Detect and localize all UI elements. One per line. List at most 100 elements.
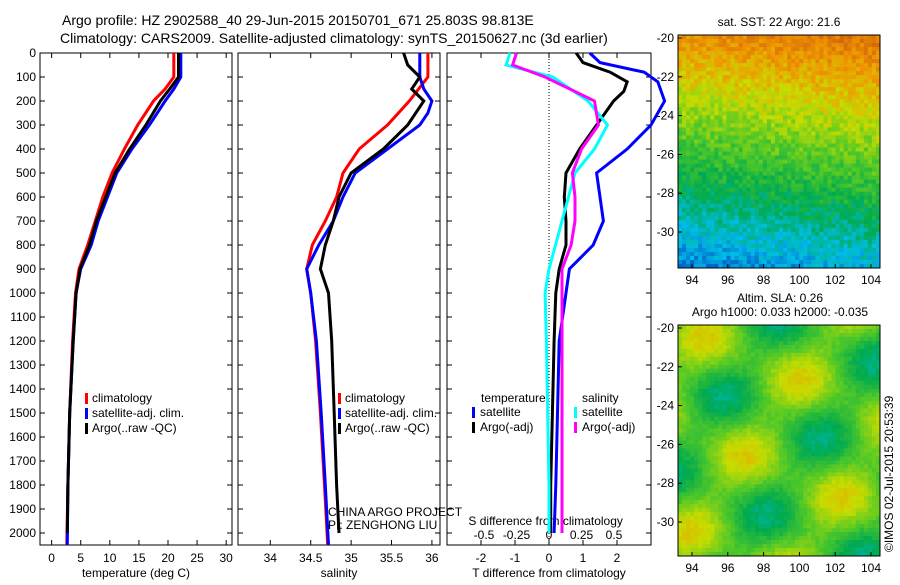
heatmap-cell — [759, 111, 764, 116]
heatmap-cell — [852, 79, 857, 84]
heatmap-cell — [832, 139, 837, 144]
heatmap-cell — [755, 413, 760, 417]
heatmap-cell — [815, 256, 820, 261]
heatmap-cell — [827, 47, 832, 52]
heatmap-cell — [791, 389, 796, 393]
heatmap-cell — [868, 393, 873, 397]
heatmap-cell — [807, 325, 812, 329]
heatmap-cell — [739, 381, 744, 385]
heatmap-cell — [755, 248, 760, 253]
heatmap-cell — [864, 397, 869, 401]
heatmap-cell — [864, 204, 869, 209]
heatmap-cell — [787, 35, 792, 40]
heatmap-cell — [710, 357, 715, 361]
heatmap-cell — [722, 83, 727, 88]
heatmap-cell — [836, 365, 841, 369]
heatmap-cell — [743, 252, 748, 257]
heatmap-cell — [815, 139, 820, 144]
heatmap-cell — [747, 51, 752, 56]
heatmap-cell — [706, 429, 711, 433]
heatmap-cell — [718, 188, 723, 193]
heatmap-cell — [872, 228, 877, 233]
heatmap-cell — [832, 200, 837, 205]
heatmap-cell — [811, 345, 816, 349]
heatmap-cell — [710, 421, 715, 425]
heatmap-cell — [751, 160, 756, 165]
heatmap-cell — [722, 441, 727, 445]
heatmap-cell — [860, 59, 865, 64]
heatmap-cell — [860, 43, 865, 48]
heatmap-cell — [682, 127, 687, 132]
heatmap-cell — [807, 79, 812, 84]
heatmap-cell — [832, 413, 837, 417]
heatmap-cell — [739, 107, 744, 112]
heatmap-cell — [771, 79, 776, 84]
heatmap-cell — [848, 397, 853, 401]
heatmap-cell — [771, 433, 776, 437]
heatmap-cell — [819, 240, 824, 245]
heatmap-cell — [767, 139, 772, 144]
heatmap-cell — [690, 256, 695, 261]
heatmap-cell — [763, 337, 768, 341]
heatmap-cell — [726, 369, 731, 373]
heatmap-cell — [827, 337, 832, 341]
heatmap-cell — [735, 184, 740, 189]
heatmap-cell — [698, 67, 703, 72]
heatmap-cell — [767, 433, 772, 437]
heatmap-cell — [731, 47, 736, 52]
heatmap-cell — [860, 67, 865, 72]
heatmap-cell — [791, 464, 796, 468]
heatmap-cell — [807, 147, 812, 152]
heatmap-cell — [735, 164, 740, 169]
heatmap-cell — [832, 192, 837, 197]
heatmap-cell — [787, 51, 792, 56]
heatmap-cell — [775, 401, 780, 405]
heatmap-cell — [868, 397, 873, 401]
heatmap-cell — [759, 397, 764, 401]
heatmap-cell — [751, 143, 756, 148]
heatmap-cell — [755, 377, 760, 381]
heatmap-cell — [743, 433, 748, 437]
heatmap-cell — [694, 389, 699, 393]
heatmap-cell — [844, 59, 849, 64]
heatmap-cell — [775, 160, 780, 165]
heatmap-cell — [844, 377, 849, 381]
heatmap-cell — [775, 71, 780, 76]
heatmap-cell — [682, 59, 687, 64]
heatmap-cell — [726, 441, 731, 445]
heatmap-cell — [832, 43, 837, 48]
heatmap-cell — [856, 87, 861, 92]
heatmap-cell — [848, 409, 853, 413]
heatmap-cell — [710, 373, 715, 377]
heatmap-cell — [856, 325, 861, 329]
heatmap-cell — [722, 232, 727, 237]
heatmap-cell — [702, 429, 707, 433]
heatmap-cell — [832, 71, 837, 76]
heatmap-cell — [803, 35, 808, 40]
heatmap-cell — [803, 341, 808, 345]
heatmap-cell — [743, 147, 748, 152]
heatmap-cell — [827, 437, 832, 441]
heatmap-cell — [807, 248, 812, 253]
heatmap-cell — [836, 143, 841, 148]
heatmap-cell — [872, 429, 877, 433]
heatmap-cell — [706, 95, 711, 100]
heatmap-cell — [722, 248, 727, 253]
heatmap-cell — [698, 389, 703, 393]
heatmap-cell — [678, 381, 683, 385]
heatmap-cell — [718, 337, 723, 341]
heatmap-cell — [678, 71, 683, 76]
heatmap-cell — [751, 357, 756, 361]
heatmap-cell — [864, 444, 869, 448]
heatmap-cell — [832, 216, 837, 221]
heatmap-cell — [726, 405, 731, 409]
heatmap-cell — [856, 349, 861, 353]
heatmap-cell — [823, 91, 828, 96]
heatmap-cell — [718, 333, 723, 337]
heatmap-cell — [823, 421, 828, 425]
heatmap-cell — [710, 417, 715, 421]
heatmap-cell — [775, 349, 780, 353]
heatmap-cell — [783, 196, 788, 201]
heatmap-cell — [763, 131, 768, 136]
heatmap-cell — [735, 345, 740, 349]
